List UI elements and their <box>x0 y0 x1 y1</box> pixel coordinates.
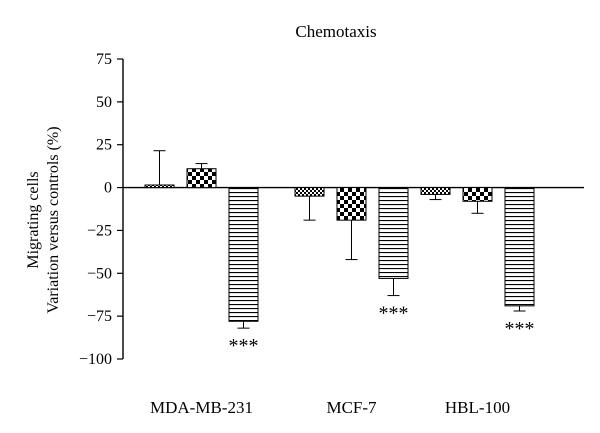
category-label: MCF-7 <box>326 398 377 417</box>
tick-labels: 75 50 25 0 −25 −50 −75 −100 *** *** *** MDA-MB-231 M… <box>79 51 535 417</box>
bar <box>378 187 409 279</box>
y-axis-label-line2: Variation versus controls (%) <box>45 126 62 313</box>
bar <box>420 187 451 195</box>
bar <box>144 184 175 189</box>
y-tick-label: 75 <box>96 51 112 68</box>
y-tick-label: −100 <box>79 351 112 368</box>
bar <box>336 187 367 221</box>
y-axis-label-line1: Migrating cells <box>25 171 42 268</box>
bar <box>504 187 535 307</box>
y-tick-label: −50 <box>87 265 112 282</box>
bar <box>462 187 493 202</box>
y-tick-label: 25 <box>96 137 112 154</box>
bar <box>228 187 259 322</box>
y-axis-label: Migrating cells Variation versus control… <box>25 126 62 313</box>
y-tick-label: 0 <box>104 180 112 197</box>
category-label: MDA-MB-231 <box>150 398 253 417</box>
significance-marker: *** <box>379 303 409 325</box>
y-tick-label: −25 <box>87 222 112 239</box>
significance-marker: *** <box>229 335 259 357</box>
category-label: HBL-100 <box>445 398 510 417</box>
y-tick-label: −75 <box>87 308 112 325</box>
y-tick-label: 50 <box>96 94 112 111</box>
bars <box>144 150 535 329</box>
chart-title: Chemotaxis <box>295 22 376 41</box>
bar <box>186 168 217 189</box>
significance-marker: *** <box>505 318 535 340</box>
bar <box>294 187 325 197</box>
